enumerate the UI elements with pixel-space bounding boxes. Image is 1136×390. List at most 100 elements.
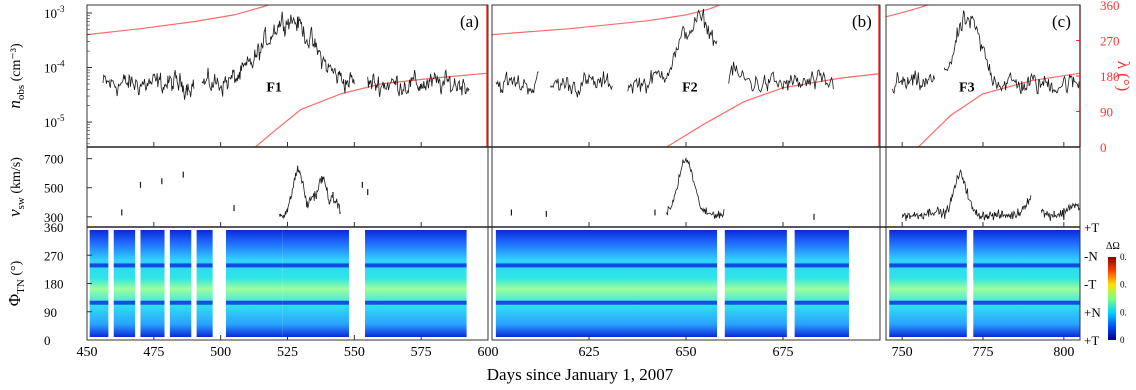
xtick-label-625: 625 bbox=[579, 345, 600, 360]
ytick-label-vsw-1: 300 bbox=[44, 210, 64, 225]
heatmap-band-1-5-1 bbox=[196, 300, 213, 305]
colorbar-tick-1: 0 bbox=[1120, 335, 1125, 345]
vsw-series-1-1 bbox=[279, 165, 341, 219]
heatmap-block-1-3 bbox=[140, 230, 165, 337]
heatmap-block-2-3 bbox=[794, 230, 849, 337]
lambda-curve-2-1 bbox=[492, 5, 722, 36]
data-layer bbox=[87, 5, 1081, 222]
heatmap-block-1-7 bbox=[282, 230, 349, 337]
vsw-series-2-1 bbox=[666, 157, 725, 219]
heatmap-band-1-2-2 bbox=[113, 263, 136, 268]
lambda-curve-2-2 bbox=[666, 73, 880, 147]
heatmap-band-3-1-1 bbox=[889, 300, 967, 305]
xtick-label-450: 450 bbox=[77, 345, 98, 360]
heatmap-band-2-2-2 bbox=[724, 263, 787, 268]
axes-layer bbox=[86, 4, 1081, 341]
lambda-tick-label-3: 180 bbox=[1100, 69, 1120, 84]
panel-frame-1-2 bbox=[491, 4, 881, 148]
heatmap-band-2-3-1 bbox=[794, 300, 849, 305]
ytick-label-phi-3: 180 bbox=[44, 277, 64, 292]
xtick-label-525: 525 bbox=[277, 345, 298, 360]
ytick-label-phi-2: 90 bbox=[44, 305, 57, 320]
ytick-label-phi-4: 270 bbox=[44, 248, 64, 263]
heatmap-band-3-1-2 bbox=[889, 263, 967, 268]
heatmap-block-2-1 bbox=[495, 230, 718, 337]
heatmap-block-1-6 bbox=[226, 230, 283, 337]
xtick-label-675: 675 bbox=[773, 345, 794, 360]
feature-label-2: F2 bbox=[682, 81, 698, 96]
feature-label-3: F3 bbox=[959, 81, 975, 96]
phi-right-label-2: -N bbox=[1084, 248, 1098, 263]
panel-letter-1: (a) bbox=[460, 12, 479, 31]
density-series-3-1 bbox=[892, 70, 935, 94]
panel-frame-2-1 bbox=[86, 146, 489, 228]
xtick-label-600: 600 bbox=[478, 345, 499, 360]
ytick-label-density-3: 10-5 bbox=[44, 113, 65, 130]
text-layer: (a) F1 (b) F2 (c) F3 10-3 10-4 10-5 nobs (cm⁻³) 0 9… bbox=[5, 0, 1133, 360]
phi-right-label-1: +T bbox=[1084, 220, 1099, 235]
heatmap-block-3-2 bbox=[973, 230, 1080, 337]
heatmap-band-1-2-1 bbox=[113, 300, 136, 305]
lambda-curve-3-1 bbox=[886, 5, 930, 18]
heatmap-block-1-4 bbox=[169, 230, 192, 337]
xtick-label-475: 475 bbox=[143, 345, 164, 360]
heatmap-block-1-2 bbox=[113, 230, 136, 337]
xtick-label-575: 575 bbox=[411, 345, 432, 360]
heatmap-block-1-1 bbox=[89, 230, 109, 337]
heatmap-band-2-2-1 bbox=[724, 300, 787, 305]
density-series-2-3 bbox=[627, 8, 718, 94]
heatmap-band-2-3-2 bbox=[794, 263, 849, 268]
heatmap-band-1-7-1 bbox=[282, 300, 349, 305]
heatmap-band-3-2-2 bbox=[973, 263, 1080, 268]
density-series-2-2 bbox=[549, 71, 613, 98]
heatmap-band-1-3-1 bbox=[140, 300, 165, 305]
lambda-axis-label: λ (°) bbox=[1114, 61, 1133, 92]
ytick-label-vsw-2: 500 bbox=[44, 181, 64, 196]
panel-letter-3: (c) bbox=[1052, 12, 1071, 31]
lambda-tick-label-2: 90 bbox=[1100, 105, 1113, 120]
density-series-1-2 bbox=[201, 11, 355, 97]
x-axis-label: Days since January 1, 2007 bbox=[487, 365, 674, 384]
heatmap-block-1-5 bbox=[196, 230, 213, 337]
lambda-tick-label-4: 270 bbox=[1100, 34, 1120, 49]
ytick-label-density-1: 10-3 bbox=[44, 4, 65, 21]
lambda-tick-label-5: 360 bbox=[1100, 0, 1120, 13]
lambda-curve-1-1 bbox=[87, 5, 270, 36]
phi-right-label-4: +N bbox=[1084, 305, 1101, 320]
heatmap-band-1-4-2 bbox=[169, 263, 192, 268]
heatmap-band-1-5-2 bbox=[196, 263, 213, 268]
heatmap-block-1-8 bbox=[365, 230, 467, 337]
colorbar-tick-4: 0. bbox=[1120, 252, 1127, 262]
heatmap-band-1-1-1 bbox=[89, 300, 109, 305]
ytick-label-phi-1: 0 bbox=[44, 333, 51, 348]
xtick-label-650: 650 bbox=[676, 345, 697, 360]
feature-label-1: F1 bbox=[266, 81, 282, 96]
heatmap-band-1-3-2 bbox=[140, 263, 165, 268]
xtick-label-750: 750 bbox=[892, 345, 913, 360]
y-axis-label-density: nobs (cm⁻³) bbox=[5, 43, 27, 109]
vsw-series-3-1 bbox=[901, 168, 1032, 221]
colorbar-tick-3: 0. bbox=[1120, 280, 1127, 290]
lambda-curve-1-2 bbox=[255, 72, 488, 147]
ytick-label-vsw-3: 700 bbox=[44, 152, 64, 167]
colorbar bbox=[1108, 257, 1116, 340]
ytick-label-phi-5: 360 bbox=[44, 220, 64, 235]
xtick-label-800: 800 bbox=[1053, 345, 1074, 360]
panel-frame-1-3 bbox=[885, 4, 1081, 148]
lambda-tick-label-1: 0 bbox=[1100, 140, 1107, 155]
heatmap-band-1-1-2 bbox=[89, 263, 109, 268]
lambda-curve-3-2 bbox=[917, 72, 1080, 147]
heatmap-band-1-6-1 bbox=[226, 300, 283, 305]
phi-right-label-5: +T bbox=[1084, 333, 1099, 348]
density-series-1-3 bbox=[367, 68, 470, 97]
heatmap-layer bbox=[89, 230, 1116, 340]
ytick-label-density-2: 10-4 bbox=[44, 59, 65, 76]
heatmap-block-3-1 bbox=[889, 230, 967, 337]
density-series-2-1 bbox=[495, 71, 539, 95]
panel-letter-2: (b) bbox=[852, 12, 872, 31]
heatmap-band-1-7-2 bbox=[282, 263, 349, 268]
xtick-label-550: 550 bbox=[344, 345, 365, 360]
density-series-3-2 bbox=[943, 10, 1081, 95]
heatmap-band-2-1-2 bbox=[495, 263, 718, 268]
